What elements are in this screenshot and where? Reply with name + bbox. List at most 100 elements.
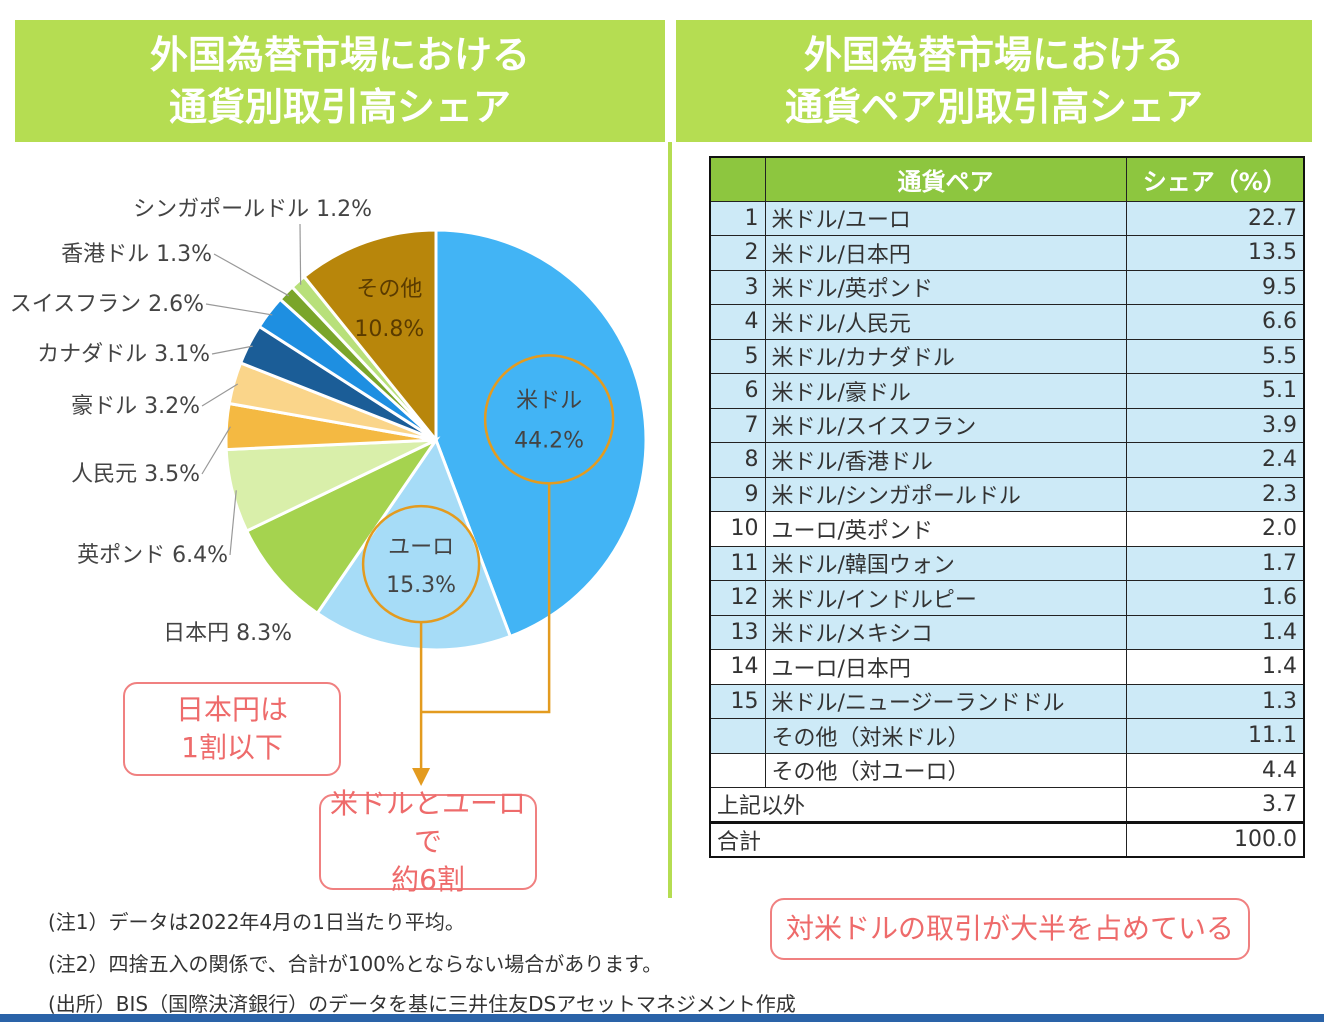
row-rank (709, 752, 766, 788)
callout-usd-eur-text: 米ドルとユーロで 約6割 (329, 787, 526, 896)
right-title: 外国為替市場における 通貨ペア別取引高シェア (784, 33, 1203, 129)
row-share: 5.1 (1125, 373, 1305, 409)
row-rank: 12 (709, 580, 766, 616)
row-share: 1.4 (1125, 649, 1305, 685)
row-rank: 7 (709, 407, 766, 443)
table-row: 7 米ドル/スイスフラン 3.9 (709, 407, 1305, 443)
row-pair: 米ドル/シンガポールドル (764, 476, 1127, 512)
row-pair: 米ドル/ユーロ (764, 200, 1127, 236)
callout-yen-text: 日本円は 1割以下 (175, 693, 288, 764)
table-row: 9 米ドル/シンガポールドル 2.3 (709, 476, 1305, 512)
table-row: 10 ユーロ/英ポンド 2.0 (709, 511, 1305, 547)
table-row: 11 米ドル/韓国ウォン 1.7 (709, 545, 1305, 581)
row-other-share: 3.7 (1125, 787, 1305, 823)
pie-slice-0 (434, 228, 648, 639)
row-share: 1.7 (1125, 545, 1305, 581)
pie-label-6: カナダドル 3.1% (37, 342, 210, 367)
row-pair: 米ドル/メキシコ (764, 614, 1127, 650)
row-share: 6.6 (1125, 304, 1305, 340)
row-pair: 米ドル/英ポンド (764, 269, 1127, 305)
pie-label-9: シンガポールドル 1.2% (133, 197, 372, 222)
usd-eur-arrow (412, 483, 551, 786)
pie-label-eur-value: 15.3% (386, 573, 456, 598)
pie-slice-2 (244, 436, 441, 616)
pie-leader-6 (211, 345, 253, 355)
table-row: 5 米ドル/カナダドル 5.5 (709, 338, 1305, 374)
row-rank: 6 (709, 373, 766, 409)
row-rank: 15 (709, 683, 766, 719)
row-rank: 5 (709, 338, 766, 374)
pie-slices (224, 228, 648, 652)
row-pair: 米ドル/スイスフラン (764, 407, 1127, 443)
table-row-other: 上記以外 3.7 (709, 787, 1305, 823)
pie-leader-4 (201, 426, 231, 475)
row-pair: 米ドル/カナダドル (764, 338, 1127, 374)
pie-label-8: 香港ドル 1.3% (61, 242, 212, 267)
header-share: シェア（%） (1125, 156, 1305, 202)
row-share: 2.3 (1125, 476, 1305, 512)
row-rank: 3 (709, 269, 766, 305)
pie-leader-lines (201, 223, 302, 556)
currency-pie-chart: 米ドル 44.2% ユーロ 15.3% その他 10.8% 日本円 8.3% 英ポンド 6.4… (10, 197, 648, 786)
note-1: (注1）データは2022年4月の1日当たり平均。 (48, 910, 465, 934)
row-share: 4.4 (1125, 752, 1305, 788)
pie-label-3: 英ポンド 6.4% (77, 543, 228, 568)
table-header-row: 通貨ペア シェア（%） (709, 156, 1305, 202)
row-share: 1.3 (1125, 683, 1305, 719)
table-row: 6 米ドル/豪ドル 5.1 (709, 373, 1305, 409)
row-pair: ユーロ/英ポンド (764, 511, 1127, 547)
row-total-label: 合計 (709, 820, 1127, 857)
row-pair: 米ドル/日本円 (764, 235, 1127, 271)
header-pair: 通貨ペア (764, 156, 1127, 202)
row-share: 2.0 (1125, 511, 1305, 547)
row-pair: 米ドル/豪ドル (764, 373, 1127, 409)
row-share: 2.4 (1125, 442, 1305, 478)
pie-label-usd-value: 44.2% (514, 428, 584, 453)
table-row: 3 米ドル/英ポンド 9.5 (709, 269, 1305, 305)
table-row: 13 米ドル/メキシコ 1.4 (709, 614, 1305, 650)
left-title: 外国為替市場における 通貨別取引高シェア (149, 33, 530, 129)
row-rank: 14 (709, 649, 766, 685)
row-rank: 11 (709, 545, 766, 581)
pie-leader-8 (213, 253, 290, 297)
table-body: 1 米ドル/ユーロ 22.7 2 米ドル/日本円 13.5 3 米ドル/英ポンド 9.5 4 米ドル… (709, 200, 1305, 857)
pie-labels: 米ドル 44.2% ユーロ 15.3% その他 10.8% 日本円 8.3% 英ポンド 6.4… (10, 197, 584, 646)
row-other-label: 上記以外 (709, 787, 1127, 823)
table-row: 1 米ドル/ユーロ 22.7 (709, 200, 1305, 236)
header-rank (709, 156, 766, 202)
row-pair: 米ドル/ニュージーランドドル (764, 683, 1127, 719)
callout-usd-eur: 米ドルとユーロで 約6割 (319, 787, 537, 896)
table-row-total: 合計 100.0 (709, 820, 1305, 857)
row-share: 1.6 (1125, 580, 1305, 616)
row-pair: その他（対ユーロ） (764, 752, 1127, 788)
pie-slice-10 (301, 228, 438, 445)
pie-leader-7 (205, 303, 273, 316)
callout-usd-pairs: 対米ドルの取引が大半を占めている (770, 898, 1250, 960)
eur-highlight-circle (361, 504, 481, 624)
row-rank: 1 (709, 200, 766, 236)
table-row: 8 米ドル/香港ドル 2.4 (709, 442, 1305, 478)
pie-label-5: 豪ドル 3.2% (71, 394, 200, 419)
currency-pair-table: 通貨ペア シェア（%） 1 米ドル/ユーロ 22.7 2 米ドル/日本円 13.5 3 米ドル… (709, 156, 1305, 858)
row-pair: 米ドル/インドルピー (764, 580, 1127, 616)
arrow-head (412, 768, 431, 786)
row-share: 22.7 (1125, 200, 1305, 236)
row-rank: 10 (709, 511, 766, 547)
row-pair: 米ドル/香港ドル (764, 442, 1127, 478)
note-3: (出所）BIS（国際決済銀行）のデータを基に三井住友DSアセットマネジメント作成 (48, 992, 796, 1016)
table-row: 2 米ドル/日本円 13.5 (709, 235, 1305, 271)
row-rank: 8 (709, 442, 766, 478)
callout-yen: 日本円は 1割以下 (123, 682, 341, 776)
row-rank: 4 (709, 304, 766, 340)
pie-label-4: 人民元 3.5% (71, 462, 200, 487)
row-share: 3.9 (1125, 407, 1305, 443)
row-share: 11.1 (1125, 718, 1305, 754)
note-2: (注2）四捨五入の関係で、合計が100%とならない場合があります。 (48, 952, 663, 976)
row-share: 1.4 (1125, 614, 1305, 650)
table-row: 14 ユーロ/日本円 1.4 (709, 649, 1305, 685)
row-rank: 13 (709, 614, 766, 650)
table-row: 12 米ドル/インドルピー 1.6 (709, 580, 1305, 616)
table-row: 4 米ドル/人民元 6.6 (709, 304, 1305, 340)
pie-leader-5 (201, 383, 239, 407)
table-row: 15 米ドル/ニュージーランドドル 1.3 (709, 683, 1305, 719)
